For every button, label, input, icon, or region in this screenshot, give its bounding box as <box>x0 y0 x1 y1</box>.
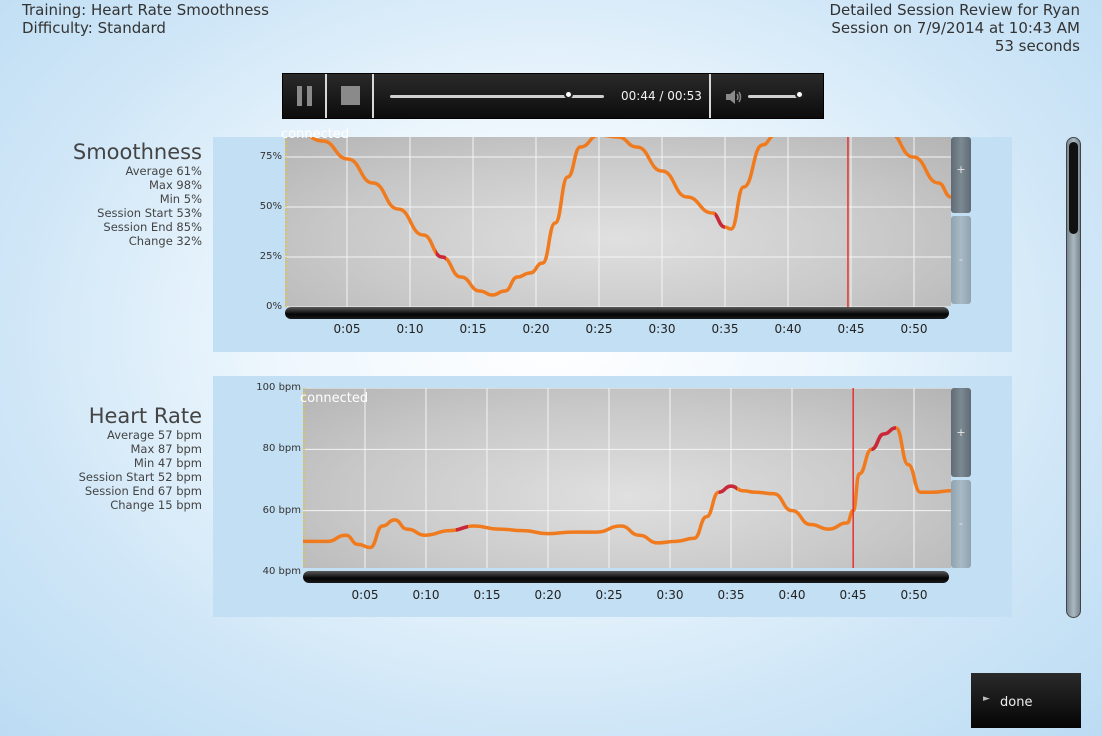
x-tick-label: 0:30 <box>648 322 676 336</box>
heart-rate-zoom-out-button[interactable]: - <box>951 480 971 568</box>
x-tick-label: 0:20 <box>534 588 562 602</box>
stop-button[interactable] <box>328 74 374 118</box>
y-tick-label: 80 bpm <box>262 443 301 455</box>
x-tick-label: 0:45 <box>839 588 867 602</box>
x-tick-label: 0:45 <box>837 322 865 336</box>
progress-handle[interactable] <box>563 90 573 99</box>
progress-slider[interactable] <box>390 90 604 99</box>
smoothness-change: Change 32% <box>128 234 202 248</box>
smoothness-session-end: Session End 85% <box>103 220 202 234</box>
pause-button[interactable] <box>283 74 327 118</box>
smoothness-chart <box>285 137 951 307</box>
play-arrow-icon: ► <box>983 694 990 704</box>
smoothness-stats: Smoothness Average 61% Max 98% Min 5% Se… <box>2 140 202 248</box>
smoothness-timeline-scrollbar[interactable] <box>285 307 949 319</box>
heart-rate-session-end: Session End 67 bpm <box>84 484 202 498</box>
x-tick-label: 0:40 <box>778 588 806 602</box>
x-tick-label: 0:15 <box>473 588 501 602</box>
smoothness-max: Max 98% <box>149 178 202 192</box>
heart-rate-average: Average 57 bpm <box>107 428 202 442</box>
y-tick-label: 0% <box>266 301 282 312</box>
x-tick-label: 0:10 <box>412 588 440 602</box>
x-tick-label: 0:30 <box>656 588 684 602</box>
y-tick-label: 25% <box>259 251 282 262</box>
heart-rate-connected-label: connected <box>300 391 369 406</box>
heart-rate-change: Change 15 bpm <box>110 498 202 512</box>
volume-handle[interactable] <box>795 90 805 99</box>
y-tick-label: 40 bpm <box>262 566 301 577</box>
y-tick-label: 75% <box>259 151 282 162</box>
heart-rate-zoom-in-button[interactable]: + <box>951 388 971 477</box>
smoothness-title: Smoothness <box>72 140 202 164</box>
zoom-in-icon: + <box>956 426 966 439</box>
heart-rate-stats: Heart Rate Average 57 bpm Max 87 bpm Min… <box>2 404 202 512</box>
review-title: Detailed Session Review for Ryan <box>829 1 1080 19</box>
done-label: done <box>1000 695 1033 710</box>
y-tick-label: 60 bpm <box>262 504 301 516</box>
player-divider <box>709 74 711 118</box>
media-player: 00:44 / 00:53 <box>282 73 824 119</box>
y-tick-label: 100 bpm <box>256 382 301 393</box>
x-tick-label: 0:35 <box>717 588 745 602</box>
heart-rate-max: Max 87 bpm <box>130 442 202 456</box>
session-date: Session on 7/9/2014 at 10:43 AM <box>831 19 1080 37</box>
zoom-out-icon: - <box>959 253 963 266</box>
difficulty-level: Difficulty: Standard <box>22 19 166 37</box>
heart-rate-session-start: Session Start 52 bpm <box>78 470 202 484</box>
smoothness-chart-panel: connected + - 0% 25% 50% 75% 0:05 0:10 0:15 0:… <box>213 127 1012 352</box>
x-tick-label: 0:05 <box>333 322 361 336</box>
x-tick-label: 0:05 <box>351 588 379 602</box>
x-tick-label: 0:15 <box>459 322 487 336</box>
done-button[interactable]: ► done <box>971 673 1081 728</box>
smoothness-zoom-out-button[interactable]: - <box>951 216 971 304</box>
series-line-smoothness <box>308 137 951 297</box>
x-tick-label: 0:25 <box>595 588 623 602</box>
heart-rate-min: Min 47 bpm <box>133 456 202 470</box>
heart-rate-chart <box>303 388 951 568</box>
heart-rate-title: Heart Rate <box>88 404 202 428</box>
session-info: Detailed Session Review for Ryan Session… <box>829 1 1080 55</box>
x-tick-label: 0:40 <box>774 322 802 336</box>
y-tick-label: 50% <box>259 201 282 212</box>
x-tick-label: 0:20 <box>522 322 550 336</box>
heart-rate-plot-area: connected <box>300 388 951 568</box>
zoom-out-icon: - <box>959 517 963 530</box>
smoothness-connected-label: connected <box>281 127 350 142</box>
x-tick-label: 0:25 <box>585 322 613 336</box>
x-tick-label: 0:10 <box>396 322 424 336</box>
stop-icon <box>341 86 360 105</box>
heart-rate-timeline-scrollbar[interactable] <box>303 571 949 583</box>
zoom-in-icon: + <box>956 163 966 176</box>
page-vertical-scrollbar[interactable] <box>1066 137 1081 618</box>
smoothness-min: Min 5% <box>159 192 202 206</box>
x-tick-label: 0:50 <box>900 322 928 336</box>
x-tick-label: 0:35 <box>711 322 739 336</box>
session-duration: 53 seconds <box>994 37 1080 55</box>
smoothness-average: Average 61% <box>125 164 202 178</box>
training-info: Training: Heart Rate Smoothness Difficul… <box>22 1 269 37</box>
volume-icon[interactable] <box>724 87 744 107</box>
smoothness-zoom-in-button[interactable]: + <box>951 137 971 213</box>
smoothness-session-start: Session Start 53% <box>97 206 202 220</box>
training-name: Training: Heart Rate Smoothness <box>22 1 269 19</box>
heart-rate-chart-panel: connected + - 40 bpm 60 bpm 80 bpm 100 bpm … <box>213 376 1012 617</box>
volume-slider[interactable] <box>748 90 805 99</box>
series-line-heart_rate <box>303 426 951 550</box>
x-tick-label: 0:50 <box>900 588 928 602</box>
page-scroll-thumb[interactable] <box>1069 142 1078 234</box>
playback-time: 00:44 / 00:53 <box>621 89 702 103</box>
smoothness-plot-area: connected <box>281 127 951 307</box>
